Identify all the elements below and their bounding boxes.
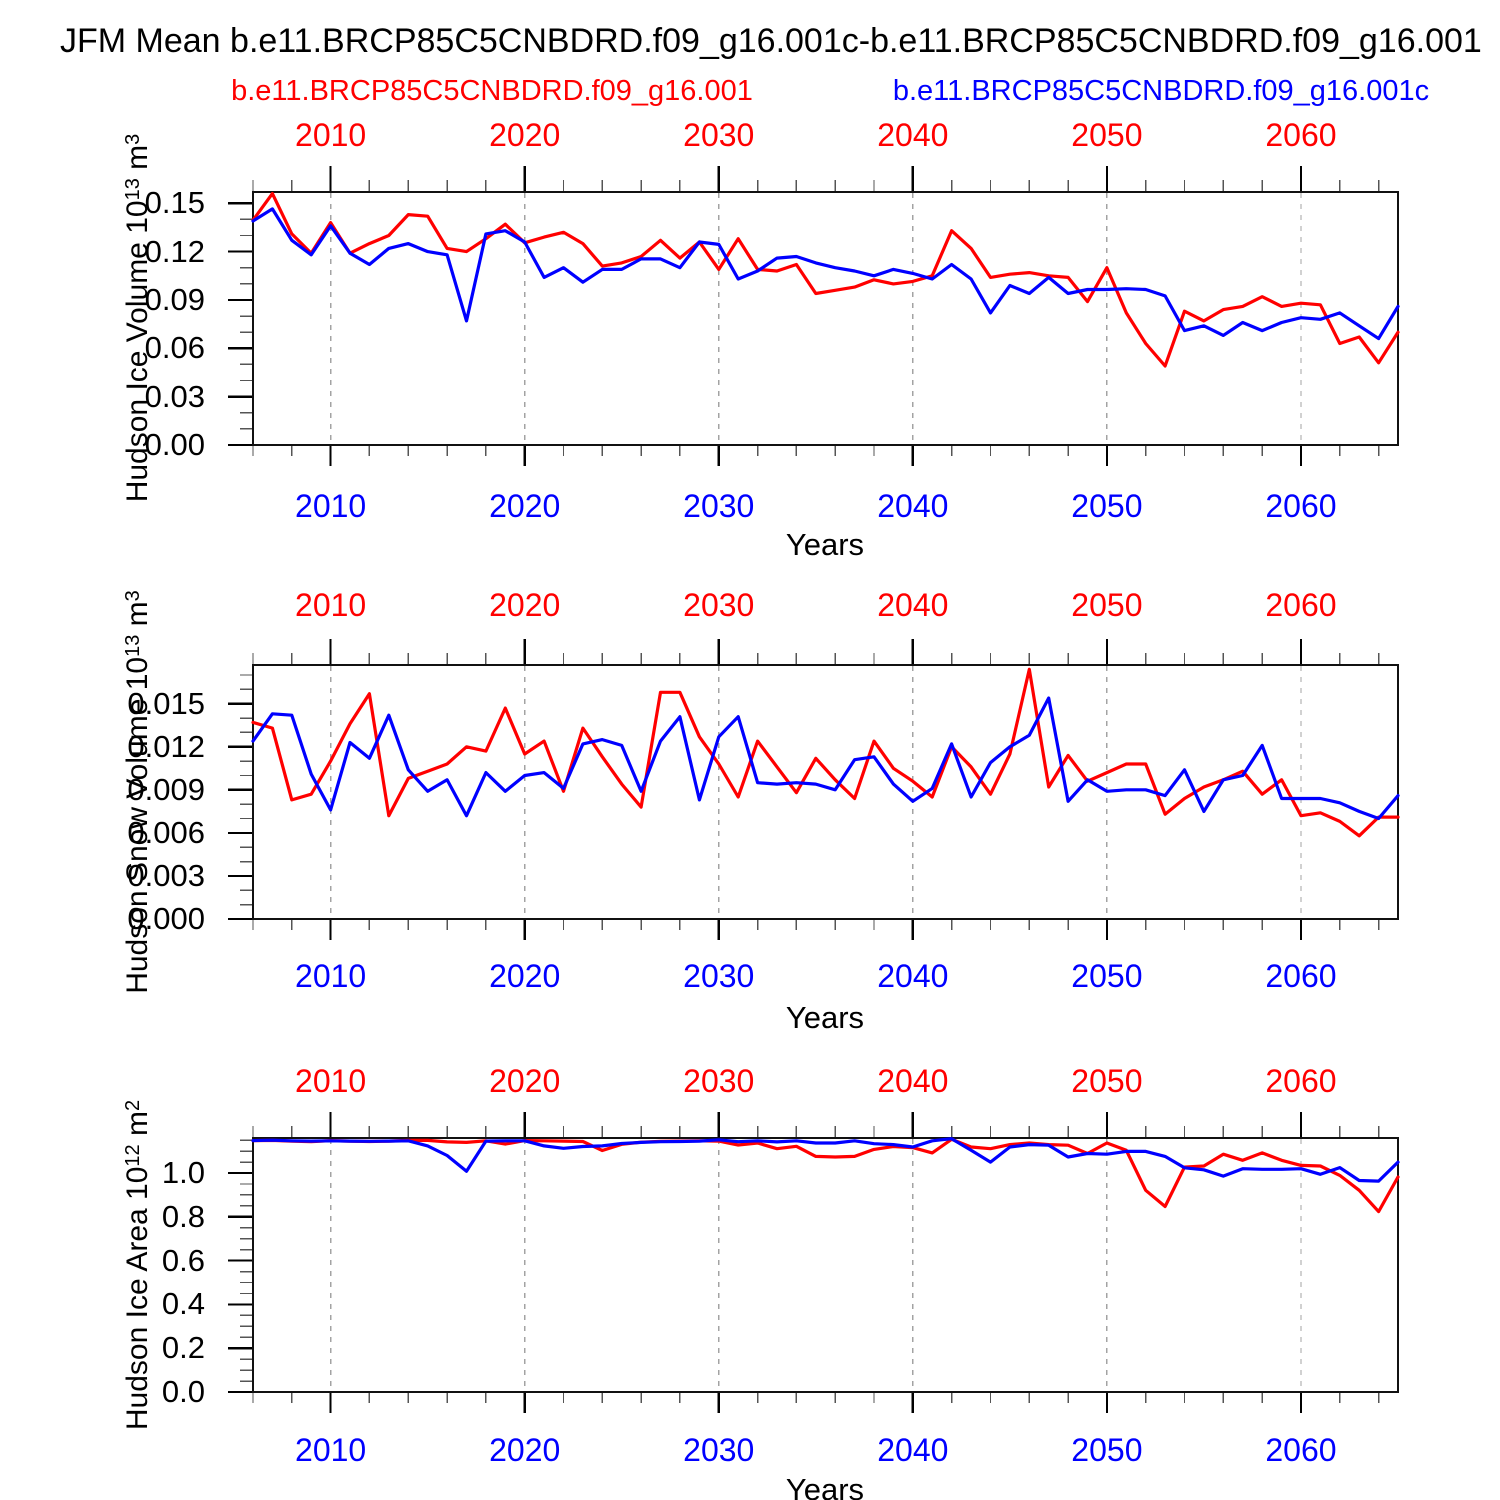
x-tick-label-bottom: 2010	[295, 488, 367, 524]
x-tick-label-bottom: 2020	[489, 958, 561, 994]
x-axis-title: Years	[785, 1472, 865, 1500]
panel-frame-hudson-snow-volume	[252, 664, 1399, 920]
panel-frame-hudson-ice-volume	[252, 191, 1399, 446]
y-axis-label-unit: m	[121, 144, 154, 179]
x-tick-label-top: 2060	[1265, 587, 1337, 623]
legend-entry-001: b.e11.BRCP85C5CNBDRD.f09_g16.001	[192, 74, 792, 108]
x-tick-label-bottom: 2010	[295, 958, 367, 994]
y-tick-label: 0.03	[144, 378, 205, 414]
x-tick-label-top: 2030	[683, 587, 755, 623]
series-line-001c	[251, 696, 1400, 821]
x-tick-label-bottom: 2050	[1071, 958, 1143, 994]
x-tick-label-bottom: 2030	[683, 1432, 755, 1468]
x-tick-label-top: 2060	[1265, 117, 1337, 153]
series-line-001	[251, 667, 1400, 838]
x-tick-label-top: 2010	[295, 1063, 367, 1099]
x-tick-label-bottom: 2060	[1265, 488, 1337, 524]
x-axis-title: Years	[785, 1000, 865, 1035]
x-tick-label-bottom: 2050	[1071, 488, 1143, 524]
y-tick-label: 0.8	[161, 1198, 205, 1234]
x-tick-label-top: 2010	[295, 587, 367, 623]
x-tick-label-top: 2020	[489, 117, 561, 153]
y-tick-label: 0.009	[127, 771, 205, 807]
x-axis-title: Years	[785, 527, 865, 562]
y-tick-label: 0.0	[161, 1374, 205, 1409]
chart-title: JFM Mean b.e11.BRCP85C5CNBDRD.f09_g16.00…	[60, 22, 1482, 60]
x-tick-label-bottom: 2040	[877, 1432, 949, 1468]
y-tick-label: 0.15	[144, 185, 205, 221]
x-tick-label-top: 2010	[295, 117, 367, 153]
x-tick-label-top: 2020	[489, 587, 561, 623]
x-tick-label-bottom: 2040	[877, 488, 949, 524]
legend-label-001c: b.e11.BRCP85C5CNBDRD.f09_g16.001c	[892, 75, 1430, 107]
y-tick-label: 0.006	[127, 814, 205, 850]
x-tick-label-bottom: 2030	[683, 958, 755, 994]
x-tick-label-top: 2050	[1071, 1063, 1143, 1099]
x-tick-label-top: 2050	[1071, 117, 1143, 153]
y-tick-label: 0.015	[127, 685, 205, 721]
x-tick-label-top: 2040	[877, 1063, 949, 1099]
y-tick-label: 0.000	[127, 901, 205, 936]
y-axis-label-unit-exponent: 2	[122, 1099, 144, 1112]
x-tick-label-bottom: 2020	[489, 488, 561, 524]
y-tick-label: 0.09	[144, 281, 205, 317]
y-tick-label: 0.003	[127, 857, 205, 893]
x-tick-label-top: 2030	[683, 1063, 755, 1099]
y-axis-label-unit: m	[121, 1111, 154, 1145]
x-tick-label-top: 2040	[877, 587, 949, 623]
legend-entry-001c: b.e11.BRCP85C5CNBDRD.f09_g16.001c	[861, 74, 1461, 108]
y-tick-label: 1.0	[161, 1155, 205, 1191]
y-axis-label-unit-exponent: 3	[122, 133, 144, 145]
y-tick-label: 0.2	[161, 1330, 205, 1366]
x-tick-label-top: 2060	[1265, 1063, 1337, 1099]
y-axis-label-exponent: 13	[122, 634, 144, 657]
x-tick-label-top: 2040	[877, 117, 949, 153]
x-tick-label-top: 2050	[1071, 587, 1143, 623]
y-axis-label-unit-exponent: 3	[122, 590, 144, 602]
series-line-001c	[251, 1137, 1400, 1183]
x-tick-label-bottom: 2020	[489, 1432, 561, 1468]
series-line-001c	[251, 207, 1400, 341]
y-tick-label: 0.6	[161, 1242, 205, 1278]
x-tick-label-top: 2020	[489, 1063, 561, 1099]
x-tick-label-bottom: 2040	[877, 958, 949, 994]
x-tick-label-bottom: 2030	[683, 488, 755, 524]
y-tick-label: 0.12	[144, 233, 205, 269]
series-line-001	[251, 1137, 1400, 1214]
legend-label-001: b.e11.BRCP85C5CNBDRD.f09_g16.001	[231, 75, 753, 107]
panel-frame-hudson-ice-area	[252, 1137, 1399, 1393]
x-tick-label-top: 2030	[683, 117, 755, 153]
y-tick-label: 0.4	[161, 1286, 205, 1322]
x-tick-label-bottom: 2010	[295, 1432, 367, 1468]
series-line-001	[251, 192, 1400, 368]
x-tick-label-bottom: 2060	[1265, 1432, 1337, 1468]
y-axis-label-unit: m	[121, 601, 154, 635]
y-tick-label: 0.012	[127, 728, 205, 764]
y-tick-label: 0.06	[144, 330, 205, 366]
x-tick-label-bottom: 2050	[1071, 1432, 1143, 1468]
x-tick-label-bottom: 2060	[1265, 958, 1337, 994]
y-tick-label: 0.00	[144, 427, 205, 462]
